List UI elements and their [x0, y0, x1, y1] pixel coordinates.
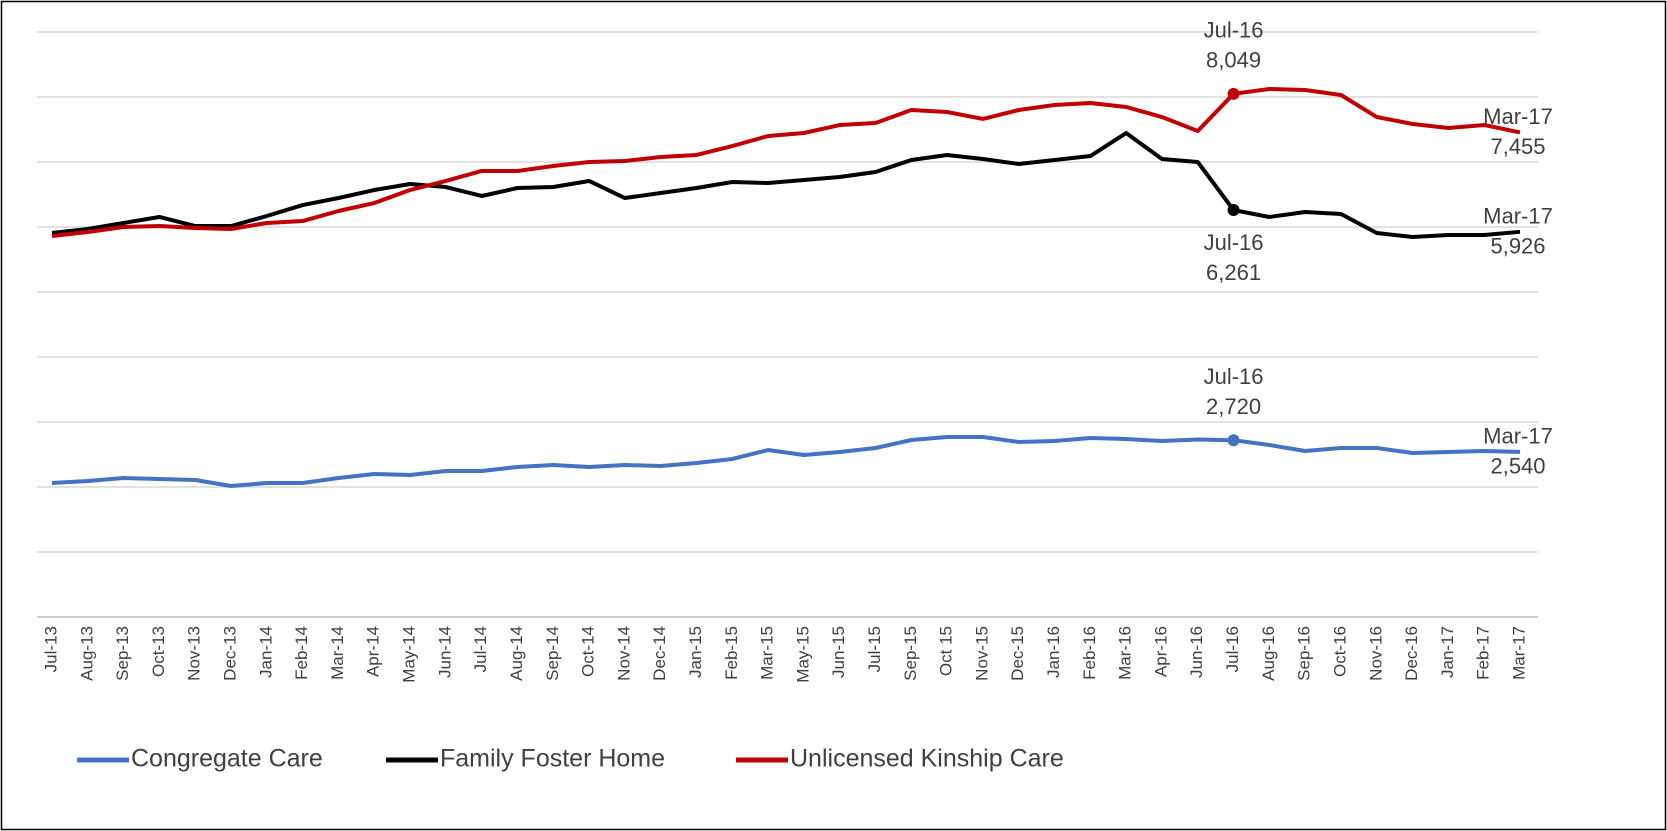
data-label: 7,455	[1490, 134, 1545, 159]
x-tick-label: Jan-15	[686, 626, 705, 678]
x-tick-label: Jul-15	[865, 626, 884, 672]
x-tick-label: Jul-16	[1223, 626, 1242, 672]
x-tick-label: Jan-17	[1438, 626, 1457, 678]
x-tick-label: Nov-13	[185, 626, 204, 681]
x-tick-label: Sep-14	[543, 626, 562, 681]
x-tick-label: Aug-13	[77, 626, 96, 681]
series-line	[51, 435, 1521, 489]
data-label: 6,261	[1206, 260, 1261, 285]
legend-label: Congregate Care	[131, 745, 323, 773]
x-tick-label: Sep-15	[901, 626, 920, 681]
data-label: 2,720	[1206, 394, 1261, 419]
legend-label: Unlicensed Kinship Care	[790, 745, 1064, 773]
x-tick-label: Jul-13	[41, 626, 60, 672]
x-tick-label: Aug-16	[1259, 626, 1278, 681]
x-tick-label: Dec-15	[1008, 626, 1027, 681]
x-tick-label: Nov-15	[972, 626, 991, 681]
x-tick-label: Dec-13	[221, 626, 240, 681]
x-tick-label: Jul-14	[471, 626, 490, 672]
x-tick-label: Sep-13	[113, 626, 132, 681]
x-tick-label: Nov-14	[614, 626, 633, 681]
point-marker	[1227, 87, 1240, 100]
x-tick-label: Jun-14	[435, 626, 454, 678]
series-line	[51, 87, 1521, 238]
x-tick-label: Apr-14	[364, 626, 383, 677]
data-label: 8,049	[1206, 48, 1261, 73]
annotation-date: Jul-16	[1204, 18, 1264, 43]
x-tick-label: Jan-14	[256, 626, 275, 678]
x-tick-label: Mar-17	[1509, 626, 1528, 680]
x-tick-label: Mar-14	[328, 626, 347, 680]
x-tick-label: Dec-14	[650, 626, 669, 681]
x-tick-label: Oct-16	[1330, 626, 1349, 677]
x-tick-label: Oct-13	[149, 626, 168, 677]
data-label: 2,540	[1490, 454, 1545, 479]
x-tick-label: Oct 15	[937, 626, 956, 676]
x-tick-label: Feb-17	[1474, 626, 1493, 680]
x-tick-label: Feb-16	[1080, 626, 1099, 680]
x-tick-label: Feb-14	[292, 626, 311, 680]
annotation-date: Mar-17	[1483, 424, 1553, 449]
x-tick-label: Apr-16	[1151, 626, 1170, 677]
legend-label: Family Foster Home	[440, 745, 665, 773]
x-tick-label: May-15	[793, 626, 812, 683]
x-tick-label: Jun-16	[1187, 626, 1206, 678]
data-label: 5,926	[1490, 234, 1545, 259]
annotation-date: Mar-17	[1483, 104, 1553, 129]
x-tick-label: Dec-16	[1402, 626, 1421, 681]
x-tick-label: Jan-16	[1044, 626, 1063, 678]
annotation-date: Jul-16	[1204, 364, 1264, 389]
series-line	[51, 131, 1521, 240]
x-tick-label: Sep-16	[1295, 626, 1314, 681]
point-marker	[1227, 204, 1240, 217]
annotation-date: Jul-16	[1204, 230, 1264, 255]
x-tick-label: Oct-14	[579, 626, 598, 677]
x-tick-label: Mar-16	[1116, 626, 1135, 680]
point-marker	[1227, 434, 1240, 447]
x-tick-label: Feb-15	[722, 626, 741, 680]
x-tick-label: May-14	[400, 626, 419, 683]
annotation-date: Mar-17	[1483, 204, 1553, 229]
x-tick-label: Aug-14	[507, 626, 526, 681]
x-tick-label: Mar-15	[758, 626, 777, 680]
x-tick-label: Jun-15	[829, 626, 848, 678]
x-tick-label: Nov-16	[1366, 626, 1385, 681]
